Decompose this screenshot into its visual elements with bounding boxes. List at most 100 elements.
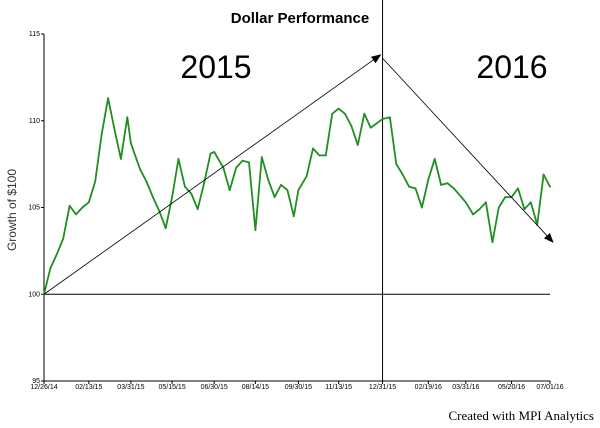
data-point bbox=[440, 184, 442, 186]
data-point bbox=[126, 116, 129, 119]
data-point bbox=[381, 118, 384, 120]
data-point bbox=[177, 158, 180, 160]
data-point bbox=[292, 215, 295, 218]
data-point bbox=[273, 196, 276, 199]
data-point bbox=[369, 126, 372, 129]
y-tick-label: 105 bbox=[28, 205, 40, 212]
data-point bbox=[446, 182, 449, 185]
year-label-left: 2015 bbox=[180, 49, 251, 85]
x-tick-label: 06/30/15 bbox=[201, 384, 228, 391]
data-point bbox=[305, 175, 308, 178]
data-point bbox=[421, 206, 423, 209]
data-point bbox=[331, 112, 334, 115]
data-point bbox=[130, 142, 132, 145]
y-tick-label: 95 bbox=[32, 378, 40, 385]
data-point bbox=[55, 253, 58, 256]
data-point bbox=[395, 163, 398, 166]
data-point bbox=[81, 206, 84, 209]
x-tick-label: 02/13/15 bbox=[75, 384, 102, 391]
data-point bbox=[164, 227, 167, 230]
data-point bbox=[171, 196, 174, 199]
data-point bbox=[312, 147, 314, 150]
data-point bbox=[286, 189, 289, 192]
x-tick-label: 05/15/15 bbox=[158, 384, 185, 391]
data-point bbox=[389, 116, 391, 119]
data-point bbox=[318, 154, 321, 157]
data-point bbox=[267, 178, 270, 181]
data-point bbox=[337, 107, 340, 110]
data-point bbox=[433, 158, 436, 160]
data-point bbox=[324, 154, 327, 157]
data-point bbox=[241, 159, 244, 162]
x-tick-label: 02/19/16 bbox=[415, 384, 442, 391]
data-point bbox=[196, 208, 199, 211]
x-tick-label: 03/31/15 bbox=[117, 384, 144, 391]
data-point bbox=[472, 213, 474, 216]
data-point bbox=[408, 185, 410, 188]
x-tick-label: 12/26/14 bbox=[30, 384, 57, 391]
data-point bbox=[529, 201, 532, 204]
data-point bbox=[280, 184, 282, 186]
data-point bbox=[107, 97, 109, 100]
data-point bbox=[94, 180, 97, 183]
credit-text: Created with MPI Analytics bbox=[448, 408, 594, 423]
x-tick-label: 08/14/15 bbox=[242, 384, 269, 391]
data-point bbox=[517, 187, 519, 190]
data-point bbox=[485, 201, 487, 204]
data-point bbox=[344, 112, 346, 115]
x-tick-label: 09/30/15 bbox=[285, 384, 312, 391]
data-point bbox=[453, 187, 455, 190]
data-point bbox=[350, 125, 353, 127]
data-point bbox=[504, 196, 507, 199]
y-axis-label: Growth of $100 bbox=[5, 169, 19, 251]
data-point bbox=[542, 173, 545, 176]
data-point bbox=[184, 185, 186, 188]
data-point bbox=[120, 158, 122, 160]
data-point bbox=[401, 173, 404, 176]
x-tick-label: 12/31/15 bbox=[369, 384, 396, 391]
trend-arrow-2015 bbox=[43, 54, 382, 295]
data-point bbox=[139, 168, 142, 171]
y-tick-label: 115 bbox=[29, 31, 40, 38]
data-point bbox=[478, 208, 481, 211]
data-point bbox=[254, 229, 257, 232]
data-point bbox=[248, 161, 250, 164]
data-point bbox=[213, 151, 216, 153]
data-point bbox=[87, 201, 90, 204]
data-point bbox=[100, 133, 103, 136]
data-point bbox=[491, 241, 494, 244]
data-point bbox=[235, 166, 238, 169]
data-point bbox=[209, 152, 212, 155]
data-point bbox=[228, 189, 231, 192]
year-label-right: 2016 bbox=[476, 49, 547, 85]
trend-arrow-2016 bbox=[382, 58, 554, 243]
data-point bbox=[356, 144, 359, 146]
data-point bbox=[414, 187, 417, 190]
data-point bbox=[62, 237, 65, 240]
series-line bbox=[43, 97, 551, 295]
chart-title: Dollar Performance bbox=[231, 10, 369, 27]
data-point bbox=[260, 156, 263, 159]
y-tick-label: 110 bbox=[29, 118, 40, 125]
data-point bbox=[49, 267, 52, 270]
x-tick-label: 05/20/16 bbox=[498, 384, 525, 391]
data-point bbox=[523, 208, 526, 211]
data-point bbox=[549, 185, 551, 188]
data-point bbox=[427, 178, 430, 181]
data-point bbox=[145, 180, 148, 183]
data-point bbox=[363, 112, 366, 115]
data-point bbox=[464, 201, 467, 204]
data-point bbox=[152, 196, 154, 199]
x-tick-label: 07/01/16 bbox=[536, 384, 563, 391]
data-point bbox=[203, 182, 206, 185]
data-point bbox=[68, 204, 71, 207]
x-tick-label: 11/13/15 bbox=[325, 384, 352, 391]
data-point bbox=[75, 213, 77, 216]
x-tick-label: 03/31/16 bbox=[452, 384, 479, 391]
data-point bbox=[113, 128, 116, 131]
y-tick-label: 100 bbox=[28, 291, 40, 298]
data-point bbox=[190, 192, 193, 195]
data-point bbox=[297, 189, 300, 192]
data-point bbox=[497, 206, 500, 209]
